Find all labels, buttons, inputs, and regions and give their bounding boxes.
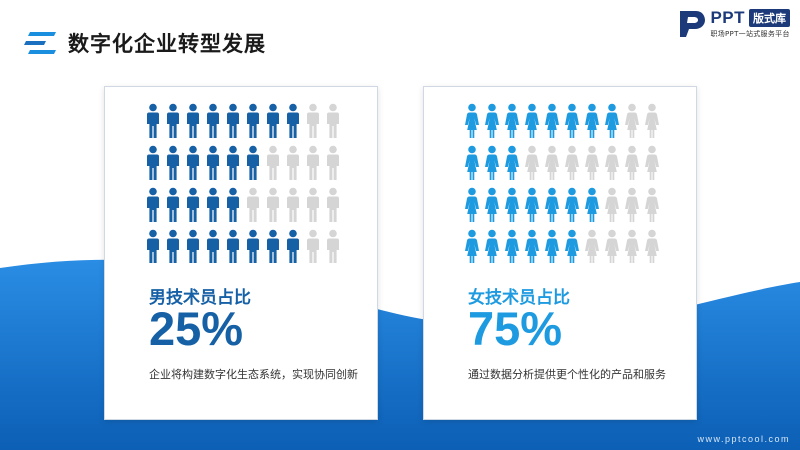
female-figure-icon xyxy=(465,229,479,263)
female-figure-icon xyxy=(625,145,639,180)
female-figure-icon xyxy=(605,187,619,222)
female-ratio-label: 女技术员占比 xyxy=(468,288,570,308)
male-figure-icon xyxy=(287,229,299,263)
male-figure-icon xyxy=(187,229,199,263)
male-figure-icon xyxy=(187,145,199,180)
female-figure-icon xyxy=(605,229,619,263)
male-figure-icon xyxy=(207,187,219,222)
male-figure-icon xyxy=(307,229,319,263)
male-figure-icon xyxy=(287,103,299,138)
female-figure-icon xyxy=(465,145,479,180)
male-figure-icon xyxy=(167,145,179,180)
female-figure-icon xyxy=(465,187,479,222)
logo-tagline: 职场PPT一站式服务平台 xyxy=(710,30,790,38)
female-figure-icon xyxy=(585,229,599,263)
male-figure-icon xyxy=(307,145,319,180)
male-figure-icon xyxy=(307,187,319,222)
male-figure-icon xyxy=(227,103,239,138)
female-figure-icon xyxy=(645,229,659,263)
male-figure-icon xyxy=(247,187,259,222)
male-figure-icon xyxy=(227,229,239,263)
female-figure-icon xyxy=(505,187,519,222)
male-icon-grid xyxy=(147,103,339,263)
male-figure-icon xyxy=(207,145,219,180)
female-figure-icon xyxy=(585,187,599,222)
female-figure-icon xyxy=(545,187,559,222)
female-figure-icon xyxy=(525,229,539,263)
male-figure-icon xyxy=(247,229,259,263)
female-figure-icon xyxy=(565,229,579,263)
female-figure-icon xyxy=(525,187,539,222)
male-figure-icon xyxy=(287,187,299,222)
female-figure-icon xyxy=(625,187,639,222)
female-figure-icon xyxy=(545,103,559,138)
female-figure-icon xyxy=(565,103,579,138)
male-ratio-percent: 25% xyxy=(149,302,244,355)
male-figure-icon xyxy=(327,187,339,222)
male-ratio-description: 企业将构建数字化生态系统，实现协同创新 xyxy=(149,368,358,381)
male-figure-icon xyxy=(147,187,159,222)
ppt-logo-icon xyxy=(680,10,706,37)
female-figure-icon xyxy=(565,145,579,180)
female-figure-icon xyxy=(625,229,639,263)
female-figure-icon xyxy=(605,103,619,138)
male-figure-icon xyxy=(207,229,219,263)
logo-badge: 版式库 xyxy=(749,9,790,27)
male-figure-icon xyxy=(267,103,279,138)
female-figure-icon xyxy=(645,187,659,222)
male-figure-icon xyxy=(247,103,259,138)
female-ratio-card: 女技术员占比 75% 通过数据分析提供更个性化的产品和服务 xyxy=(423,86,697,420)
male-ratio-card: 男技术员占比 25% 企业将构建数字化生态系统，实现协同创新 xyxy=(104,86,378,420)
female-figure-icon xyxy=(645,103,659,138)
male-figure-icon xyxy=(147,145,159,180)
female-ratio-percent: 75% xyxy=(468,302,563,355)
female-figure-icon xyxy=(485,103,499,138)
male-ratio-label: 男技术员占比 xyxy=(149,288,251,308)
male-figure-icon xyxy=(147,103,159,138)
male-figure-icon xyxy=(167,103,179,138)
male-figure-icon xyxy=(267,229,279,263)
female-figure-icon xyxy=(565,187,579,222)
male-figure-icon xyxy=(187,187,199,222)
male-figure-icon xyxy=(227,187,239,222)
male-figure-icon xyxy=(167,187,179,222)
male-figure-icon xyxy=(147,229,159,263)
female-figure-icon xyxy=(485,145,499,180)
title-bar: 数字化企业转型发展 xyxy=(24,28,266,58)
male-figure-icon xyxy=(287,145,299,180)
male-figure-icon xyxy=(267,145,279,180)
female-figure-icon xyxy=(525,103,539,138)
female-icon-grid xyxy=(465,103,659,263)
female-figure-icon xyxy=(625,103,639,138)
female-figure-icon xyxy=(545,145,559,180)
female-figure-icon xyxy=(585,145,599,180)
female-figure-icon xyxy=(645,145,659,180)
male-figure-icon xyxy=(247,145,259,180)
male-figure-icon xyxy=(307,103,319,138)
male-figure-icon xyxy=(227,145,239,180)
female-figure-icon xyxy=(465,103,479,138)
female-figure-icon xyxy=(485,229,499,263)
male-figure-icon xyxy=(267,187,279,222)
female-figure-icon xyxy=(505,103,519,138)
male-figure-icon xyxy=(187,103,199,138)
male-figure-icon xyxy=(327,229,339,263)
female-ratio-description: 通过数据分析提供更个性化的产品和服务 xyxy=(468,368,666,381)
male-figure-icon xyxy=(327,145,339,180)
male-figure-icon xyxy=(207,103,219,138)
brand-logo[interactable]: PPT 版式库 职场PPT一站式服务平台 xyxy=(678,8,790,39)
female-figure-icon xyxy=(525,145,539,180)
female-figure-icon xyxy=(605,145,619,180)
female-figure-icon xyxy=(505,229,519,263)
female-figure-icon xyxy=(545,229,559,263)
female-figure-icon xyxy=(505,145,519,180)
menu-lines-icon xyxy=(24,32,56,54)
female-figure-icon xyxy=(485,187,499,222)
footer-url[interactable]: www.pptcool.com xyxy=(697,434,790,444)
logo-brand: PPT xyxy=(710,8,745,27)
page-title: 数字化企业转型发展 xyxy=(68,32,266,56)
male-figure-icon xyxy=(327,103,339,138)
male-figure-icon xyxy=(167,229,179,263)
female-figure-icon xyxy=(585,103,599,138)
